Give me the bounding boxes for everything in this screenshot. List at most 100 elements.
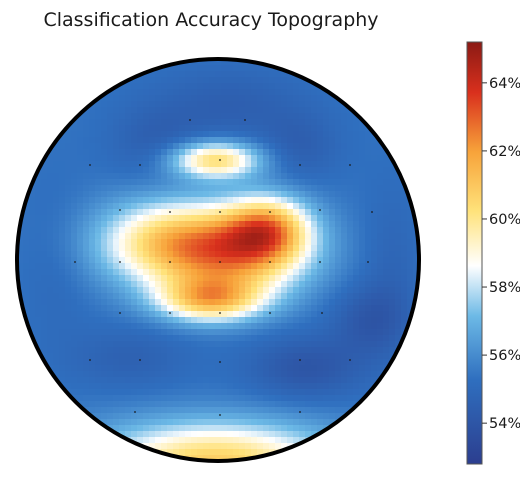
heatmap-cell xyxy=(269,419,276,426)
heatmap-cell xyxy=(377,143,384,150)
heatmap-cell xyxy=(83,335,90,342)
heatmap-cell xyxy=(179,95,186,102)
heatmap-cell xyxy=(293,413,300,420)
heatmap-cell xyxy=(95,191,102,198)
heatmap-cell xyxy=(359,311,366,318)
heatmap-cell xyxy=(137,113,144,120)
heatmap-cell xyxy=(41,329,48,336)
heatmap-cell xyxy=(149,293,156,300)
heatmap-cell xyxy=(269,395,276,402)
heatmap-cell xyxy=(323,263,330,270)
heatmap-cell xyxy=(179,437,186,444)
heatmap-cell xyxy=(323,329,330,336)
heatmap-cell xyxy=(203,95,210,102)
heatmap-cell xyxy=(395,305,402,312)
heatmap-cell xyxy=(149,257,156,264)
heatmap-cell xyxy=(155,431,162,438)
heatmap-cell xyxy=(227,293,234,300)
heatmap-cell xyxy=(275,413,282,420)
heatmap-cell xyxy=(191,131,198,138)
heatmap-cell xyxy=(41,161,48,168)
heatmap-cell xyxy=(311,89,318,96)
heatmap-cell xyxy=(257,257,264,264)
heatmap-cell xyxy=(317,389,324,396)
heatmap-cell xyxy=(335,383,342,390)
heatmap-cell xyxy=(185,443,192,450)
heatmap-cell xyxy=(221,347,228,354)
heatmap-cell xyxy=(311,257,318,264)
heatmap-cell xyxy=(359,329,366,336)
heatmap-cell xyxy=(275,395,282,402)
heatmap-cell xyxy=(341,173,348,180)
heatmap-cell xyxy=(155,131,162,138)
heatmap-cell xyxy=(197,395,204,402)
heatmap-cell xyxy=(143,377,150,384)
heatmap-cell xyxy=(113,281,120,288)
heatmap-cell xyxy=(173,227,180,234)
heatmap-cell xyxy=(137,305,144,312)
heatmap-cell xyxy=(89,167,96,174)
heatmap-cell xyxy=(365,209,372,216)
heatmap-cell xyxy=(287,251,294,258)
heatmap-cell xyxy=(107,413,114,420)
heatmap-cell xyxy=(353,155,360,162)
heatmap-cell xyxy=(155,257,162,264)
heatmap-cell xyxy=(89,299,96,306)
heatmap-cell xyxy=(149,101,156,108)
heatmap-cell xyxy=(77,311,84,318)
heatmap-cell xyxy=(407,233,414,240)
heatmap-cell xyxy=(383,161,390,168)
heatmap-cell xyxy=(71,287,78,294)
heatmap-cell xyxy=(197,263,204,270)
heatmap-cell xyxy=(335,389,342,396)
heatmap-cell xyxy=(407,305,414,312)
heatmap-cell xyxy=(371,299,378,306)
heatmap-cell xyxy=(323,227,330,234)
heatmap-cell xyxy=(383,245,390,252)
heatmap-cell xyxy=(77,149,84,156)
heatmap-cell xyxy=(167,305,174,312)
heatmap-cell xyxy=(167,335,174,342)
heatmap-cell xyxy=(233,125,240,132)
heatmap-cell xyxy=(245,221,252,228)
heatmap-cell xyxy=(239,377,246,384)
heatmap-cell xyxy=(347,299,354,306)
heatmap-cell xyxy=(209,251,216,258)
heatmap-cell xyxy=(257,89,264,96)
heatmap-cell xyxy=(161,329,168,336)
heatmap-cell xyxy=(209,269,216,276)
heatmap-cell xyxy=(125,419,132,426)
heatmap-cell xyxy=(317,383,324,390)
heatmap-cell xyxy=(125,149,132,156)
heatmap-cell xyxy=(191,407,198,414)
heatmap-cell xyxy=(263,101,270,108)
heatmap-cell xyxy=(167,89,174,96)
heatmap-cell xyxy=(65,269,72,276)
heatmap-cell xyxy=(227,359,234,366)
heatmap-cell xyxy=(239,449,246,456)
heatmap-cell xyxy=(305,227,312,234)
heatmap-cell xyxy=(179,149,186,156)
heatmap-cell xyxy=(179,209,186,216)
heatmap-cell xyxy=(47,341,54,348)
heatmap-cell xyxy=(257,233,264,240)
heatmap-cell xyxy=(155,125,162,132)
heatmap-cell xyxy=(173,89,180,96)
heatmap-cell xyxy=(185,131,192,138)
heatmap-cell xyxy=(347,197,354,204)
heatmap-cell xyxy=(221,77,228,84)
heatmap-cell xyxy=(59,305,66,312)
heatmap-cell xyxy=(215,197,222,204)
heatmap-cell xyxy=(365,317,372,324)
heatmap-cell xyxy=(179,419,186,426)
heatmap-cell xyxy=(305,173,312,180)
heatmap-cell xyxy=(227,197,234,204)
heatmap-cell xyxy=(221,413,228,420)
heatmap-cell xyxy=(227,215,234,222)
heatmap-cell xyxy=(299,203,306,210)
heatmap-cell xyxy=(371,317,378,324)
heatmap-cell xyxy=(287,245,294,252)
heatmap-cell xyxy=(317,299,324,306)
heatmap-cell xyxy=(329,167,336,174)
heatmap-cell xyxy=(401,305,408,312)
